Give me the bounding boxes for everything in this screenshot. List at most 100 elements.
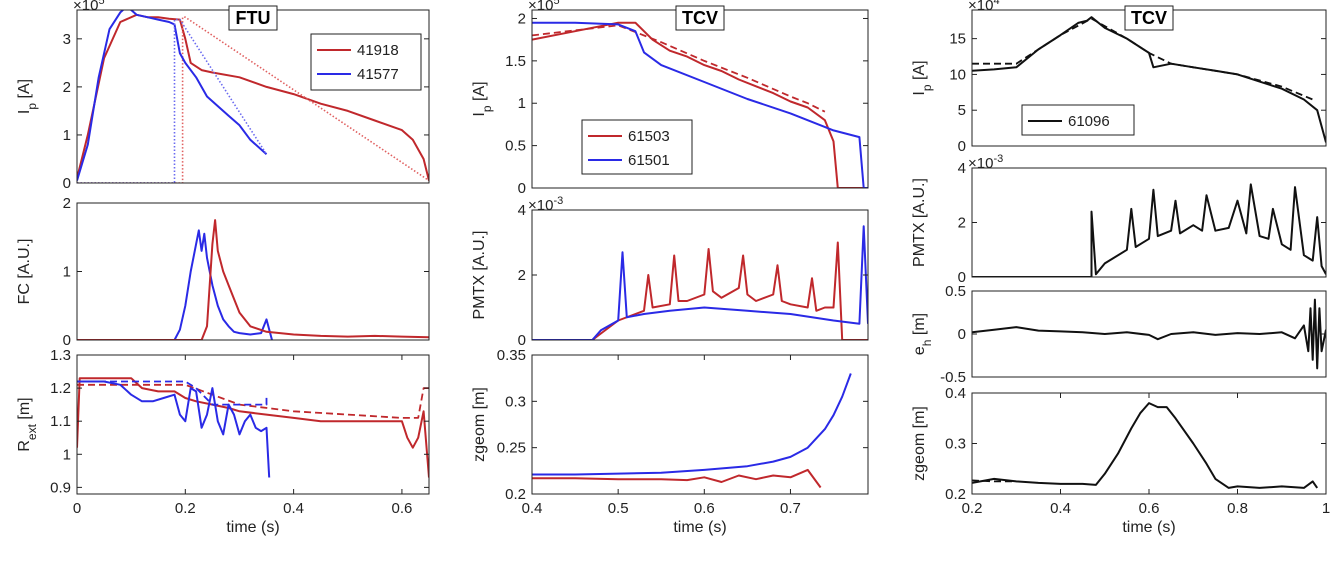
y-tick-label: 0.5 [505,138,526,155]
series-line-dashed-2 [532,24,826,113]
series-line-41918-1 [77,13,429,181]
y-tick-label: 0 [63,175,71,192]
series-line-61501-1 [532,373,852,476]
y-tick-label: 0 [518,180,526,197]
y-tick-label: 0.35 [497,347,526,364]
series-line-dotted-4 [77,18,268,183]
y-tick-label: 1.5 [505,53,526,70]
y-tick-label: 5 [958,102,966,119]
legend-entry: 61503 [628,128,670,145]
plot-area [972,402,1319,489]
title-box [675,5,725,31]
series-line-dashed-2 [972,17,1314,101]
y-tick-label: 1.1 [50,413,71,430]
series-line-41918-2 [77,219,429,340]
y-tick-label: 0.4 [945,385,966,402]
y-axis-label: zgeom [m] [911,406,928,481]
y-tick-label: 10 [949,66,966,83]
series-line-61503-2 [532,468,822,489]
y-tick-label: 4 [958,160,966,177]
series-line-61503-1 [532,241,868,340]
axis-exponent: ×10-3 [528,195,563,214]
series-line-41577-1 [77,229,273,340]
plot-area [972,298,1326,370]
y-tick-label: 0 [63,332,71,349]
panel-8: 0 2 4 PMTX [A.U.] ×10-3 [911,153,1327,286]
series-line-61096-1 [972,298,1326,370]
y-tick-label: 0.3 [945,436,966,453]
x-tick-label: 0.2 [175,500,196,517]
y-tick-label: -0.5 [940,369,966,386]
axes-frame [971,167,1327,278]
y-axis-label: PMTX [A.U.] [911,178,928,267]
legend-box [581,119,693,175]
axes-frame [971,392,1327,495]
series-line-41918-2 [77,377,429,478]
y-axis-label: eh [m] [911,313,934,355]
x-tick-label: 0.4 [283,500,304,517]
axis-exponent: ×10-3 [968,153,1003,172]
series-line-61096-1 [972,402,1319,489]
x-tick-label: 0.5 [608,500,629,517]
y-tick-label: 4 [518,202,526,219]
series-line-dotted-2 [77,16,429,183]
y-tick-label: 0 [958,326,966,343]
panel-7: 0 5 10 15 Ip [A] ×104 TCV 61096 [911,0,1327,155]
x-tick-label: 0.8 [1227,500,1248,517]
y-axis-label: Rext [m] [16,397,39,451]
y-tick-label: 0.25 [497,440,526,457]
panel-4: 0 0.5 1 1.5 2 Ip [A] ×105 TCV 61503 61501 [471,0,869,197]
axes-frame [76,354,430,495]
x-tick-label: 1 [1322,500,1330,517]
series-line-dashed-2 [972,479,1017,483]
panel-5: 0 2 4 PMTX [A.U.] ×10-3 [471,195,869,349]
series-line-61501-3 [532,21,868,188]
x-tick-label: 0.6 [391,500,412,517]
axes-frame [531,209,869,341]
x-tick-label: 0.7 [780,500,801,517]
legend-entry: 61501 [628,152,670,169]
plot-area [77,219,429,340]
x-axis-label: time (s) [673,519,726,536]
y-tick-label: 0 [958,269,966,286]
y-axis-label: PMTX [A.U.] [471,231,488,320]
series-line-41577-3 [77,380,268,406]
panel-9: -0.5 0 0.5 eh [m] [911,283,1327,386]
y-axis-label: FC [A.U.] [16,239,33,305]
panel-2: 0 1 2 FC [A.U.] [16,195,430,349]
axes-frame [531,354,869,495]
y-tick-label: 0.3 [505,393,526,410]
y-tick-label: 1.2 [50,380,71,397]
y-tick-label: 2 [63,195,71,212]
y-tick-label: 2 [518,267,526,284]
y-tick-label: 15 [949,31,966,48]
y-tick-label: 1 [63,264,71,281]
panel-title: TCV [1131,8,1167,28]
x-tick-label: 0.2 [962,500,983,517]
x-tick-label: 0.6 [694,500,715,517]
legend-box [310,33,422,91]
legend: 61503 61501 [581,119,693,175]
axis-exponent: ×105 [73,0,105,14]
y-tick-label: 2 [518,10,526,27]
plot-area [77,10,429,183]
y-axis-label: zgeom [m] [471,387,488,462]
y-tick-label: 1.3 [50,347,71,364]
y-tick-label: 0 [518,332,526,349]
axis-exponent: ×104 [968,0,1000,14]
panel-6: 0.2 0.25 0.3 0.35 0.4 0.5 0.6 0.7 time (s) zgeom … [471,347,869,536]
plot-area [532,373,852,489]
plot-area [972,16,1326,143]
plot-area [532,225,868,340]
plot-area [532,21,868,188]
panel-title: TCV [682,8,718,28]
panel-title: FTU [236,8,271,28]
y-tick-label: 1 [63,446,71,463]
title-box [1124,5,1174,31]
y-tick-label: 1 [518,95,526,112]
panel-3: 0.9 1 1.1 1.2 1.3 0 0.2 0.4 0.6 time (s) Rext [m] [16,347,430,536]
series-line-61501-2 [532,225,868,340]
x-tick-label: 0 [73,500,81,517]
legend-entry: 41918 [357,42,399,59]
